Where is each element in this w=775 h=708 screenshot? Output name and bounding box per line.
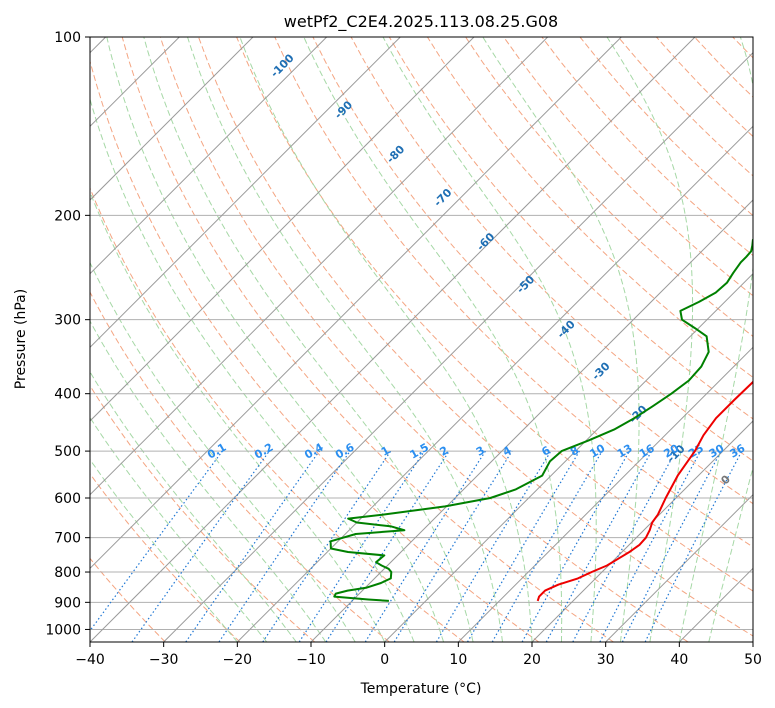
x-tick-label: −40: [75, 652, 105, 668]
dry-adiabats: [90, 37, 753, 642]
profile-series: [329, 238, 753, 602]
dewpoint-profile: [329, 238, 753, 602]
dry-adiabat-line: [503, 37, 753, 297]
y-tick-label: 900: [54, 595, 81, 611]
y-tick-label: 800: [54, 565, 81, 581]
mixing-ratio-line: [298, 450, 425, 642]
isotherm-line: [90, 37, 475, 422]
dry-adiabat-line: [121, 37, 614, 642]
dry-adiabat-line: [312, 37, 753, 505]
dry-adiabat-line: [90, 186, 465, 642]
temperature-profile: [536, 380, 753, 602]
skewed-isotherms: [90, 37, 753, 642]
isotherm-line: [90, 37, 549, 496]
isotherm-line: [605, 493, 753, 642]
mixing-ratio-line: [90, 450, 223, 632]
y-tick-label: 600: [54, 491, 81, 507]
mixing-ratio-line: [325, 450, 450, 642]
y-tick-label: 300: [54, 313, 81, 329]
x-tick-label: −30: [149, 652, 179, 668]
x-axis-label: Temperature (°C): [360, 681, 482, 697]
y-tick-label: 500: [54, 444, 81, 460]
mixing-ratio-line: [393, 450, 513, 642]
mixing-ratio-line: [262, 450, 392, 642]
pressure-gridlines: [90, 37, 753, 630]
isotherm-line: [90, 37, 622, 570]
dry-adiabat-line: [90, 557, 166, 642]
moist-adiabat-line: [187, 37, 503, 642]
x-tick-label: −20: [223, 652, 253, 668]
dry-adiabat-line: [90, 291, 390, 642]
x-tick-label: 50: [744, 652, 762, 668]
plot-frame: [89, 36, 754, 643]
mixing-ratio-line: [644, 450, 743, 642]
isotherm-line: [90, 37, 254, 201]
dry-adiabat-line: [388, 37, 753, 420]
isotherm-line: [384, 272, 753, 642]
y-tick-label: 400: [54, 387, 81, 403]
x-tick-label: 30: [597, 652, 615, 668]
mixing-ratio-line: [572, 450, 677, 642]
plot-area: -100-90-80-70-60-50-40-30-20-10010203040…: [90, 37, 753, 642]
isotherm-line: [457, 346, 753, 642]
y-axis-ticks: 100 200 300 400 500 600 700 800 900 1000: [45, 30, 90, 638]
mixing-ratio-line: [131, 450, 270, 642]
x-tick-label: 10: [449, 652, 467, 668]
moist-adiabat-line: [106, 37, 445, 642]
x-tick-label: 0: [380, 652, 389, 668]
moist-adiabat-line: [606, 37, 694, 642]
dry-adiabat-line: [465, 37, 753, 338]
dry-adiabat-line: [90, 472, 241, 642]
isotherm-line: [90, 37, 401, 349]
moist-adiabats: [90, 37, 753, 642]
dry-adiabat-line: [274, 37, 753, 548]
dry-adiabat-line: [350, 37, 753, 462]
x-tick-label: −10: [296, 652, 326, 668]
moist-adiabat-line: [482, 37, 640, 642]
dry-adiabat-line: [236, 37, 753, 592]
y-axis-label: Pressure (hPa): [13, 289, 29, 389]
y-tick-label: 100: [54, 30, 81, 46]
mixing-ratio-line: [545, 450, 653, 642]
isotherm-line: [310, 199, 753, 642]
mixing-ratio-line: [185, 450, 320, 642]
mixing-ratio-line: [218, 450, 351, 642]
moist-adiabat-line: [90, 416, 268, 642]
moist-adiabat-line: [90, 370, 297, 642]
moist-adiabat-line: [382, 37, 597, 642]
x-axis-ticks: −40 −30 −20 −10 0 10 20 30 40 50: [75, 642, 762, 668]
moist-adiabat-line: [90, 458, 238, 642]
isotherm-line: [163, 51, 753, 642]
y-tick-label: 1000: [45, 622, 81, 638]
isotherm-line: [90, 37, 696, 642]
y-tick-label: 200: [54, 208, 81, 224]
y-tick-label: 700: [54, 531, 81, 547]
dry-adiabat-line: [90, 384, 316, 642]
dry-adiabat-line: [90, 59, 540, 642]
isotherm-line: [90, 37, 328, 275]
chart-title: wetPf2_C2E4.2025.113.08.25.G08: [284, 12, 558, 32]
isotherm-line: [236, 125, 753, 642]
moist-adiabat-line: [239, 37, 533, 642]
moist-adiabat-line: [90, 190, 386, 642]
mixing-ratio-line: [521, 450, 631, 642]
moist-adiabat-line: [303, 37, 563, 642]
moist-adiabat-line: [678, 37, 753, 642]
moist-adiabat-line: [143, 37, 474, 642]
dry-adiabat-line: [159, 37, 689, 642]
x-tick-label: 40: [670, 652, 688, 668]
isotherm-line: [531, 420, 753, 642]
x-tick-label: 20: [523, 652, 541, 668]
moist-adiabat-line: [90, 261, 356, 642]
mixing-ratio-lines: [90, 450, 743, 642]
